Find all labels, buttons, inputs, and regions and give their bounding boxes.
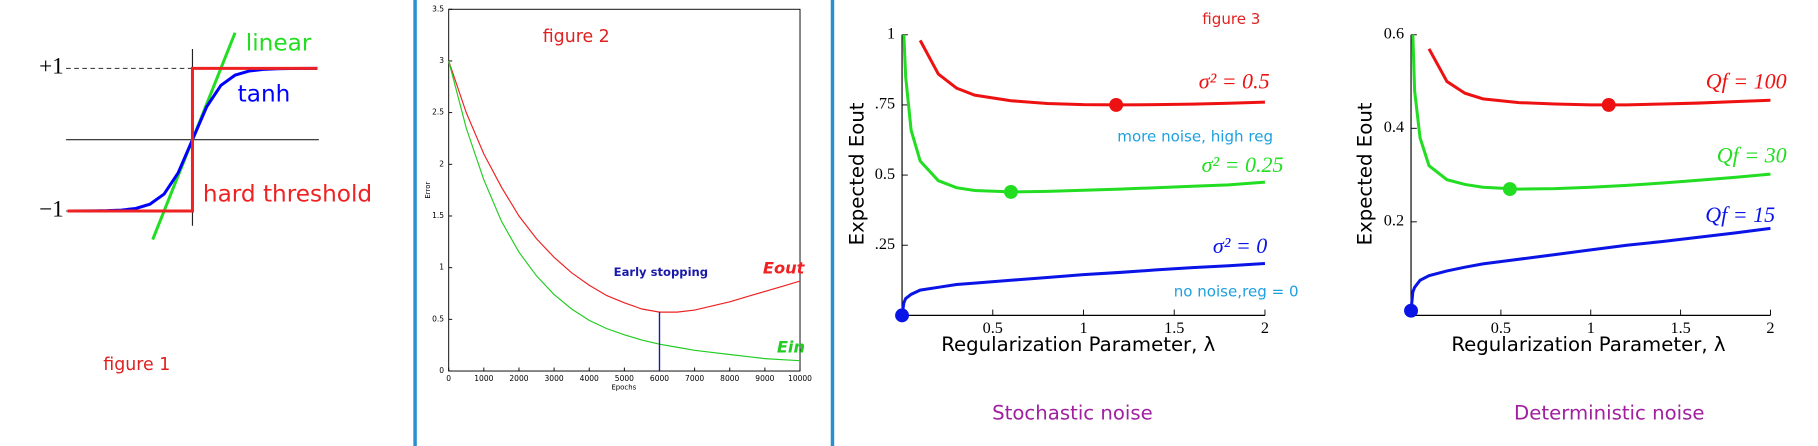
y-tick-label: 0.5 [875,165,895,183]
optimum-marker [1601,97,1616,112]
x-axis-label: Epochs [611,383,636,391]
x-tick-label: 8000 [720,374,739,383]
series-label: Eout [763,258,806,277]
y-axis-label: Expected Eout [845,102,868,245]
x-tick-label: 9000 [755,374,774,383]
x-tick-label: 10000 [788,374,812,383]
x-axis-label: Regularization Parameter, λ [941,333,1215,356]
y-tick-label: +1 [39,54,64,80]
y-tick-label: 0.5 [432,314,444,323]
chart-title: figure 1 [103,355,170,375]
y-tick-label: .25 [875,235,895,253]
y-tick-label: −1 [39,196,64,222]
x-tick-label: 1 [1587,319,1595,337]
x-tick-label: 7000 [685,374,704,383]
series-line [1427,48,1771,107]
x-tick-label: 5000 [615,374,634,383]
x-tick-label: 1.5 [1164,319,1184,337]
y-axis-label: Expected Eout [1353,102,1376,245]
y-tick-label: 1.5 [432,211,444,220]
series-label: linear [246,30,312,57]
y-tick-label: .75 [875,95,895,113]
x-tick-label: 0.5 [983,319,1003,337]
series-line [1411,34,1771,191]
chart-title: figure 2 [543,27,610,47]
annotation: more noise, high reg [1117,127,1273,145]
y-tick-label: 0 [439,366,444,375]
optimum-marker [1404,303,1418,318]
y-tick-label: 0.4 [1384,118,1404,136]
series-label: Qf = 100 [1706,69,1787,94]
x-tick-label: 4000 [580,374,599,383]
y-axis-label: Error [424,182,432,199]
series-line [918,39,1265,107]
annotation: Early stopping [614,265,708,279]
y-tick-label: 0.2 [1384,212,1404,230]
series-label: Ein [777,337,805,356]
y-tick-label: 3 [439,56,444,65]
x-tick-label: 0.5 [1491,319,1511,337]
x-tick-label: 6000 [650,374,669,383]
series-label: σ² = 0.25 [1202,152,1284,177]
x-tick-label: 2 [1766,319,1774,337]
x-tick-label: 1000 [474,374,493,383]
series-line [448,60,801,313]
chart-caption: Stochastic noise [992,401,1153,424]
chart-caption: Deterministic noise [1514,401,1705,424]
series-line [1409,226,1771,311]
series-label: σ² = 0.5 [1199,69,1270,94]
series-label: σ² = 0 [1213,233,1267,258]
x-tick-label: 3000 [545,374,564,383]
series-line [67,66,318,213]
optimum-marker [1502,182,1517,197]
x-tick-label: 0 [446,374,451,383]
optimum-marker [1003,184,1018,199]
y-tick-label: 3.5 [432,4,444,13]
chart-title: figure 3 [1202,10,1260,28]
y-tick-label: 0.6 [1384,25,1404,43]
series-label: hard threshold [203,180,372,207]
series-line [448,60,801,362]
series-label: Qf = 30 [1717,143,1787,168]
series-label: Qf = 15 [1705,202,1775,227]
y-tick-label: 2.5 [432,108,444,117]
y-tick-label: 1 [887,25,895,43]
x-tick-label: 1 [1079,319,1087,337]
x-tick-label: 1.5 [1670,319,1690,337]
y-tick-label: 2 [439,159,444,168]
optimum-marker [1109,97,1124,112]
annotation: no noise,reg = 0 [1174,283,1299,301]
x-tick-label: 2 [1261,319,1269,337]
y-tick-label: 1 [439,263,444,272]
series-label: tanh [238,81,291,108]
optimum-marker [895,308,910,323]
x-tick-label: 2000 [509,374,528,383]
x-axis-label: Regularization Parameter, λ [1451,333,1725,356]
series-line [900,261,1266,316]
